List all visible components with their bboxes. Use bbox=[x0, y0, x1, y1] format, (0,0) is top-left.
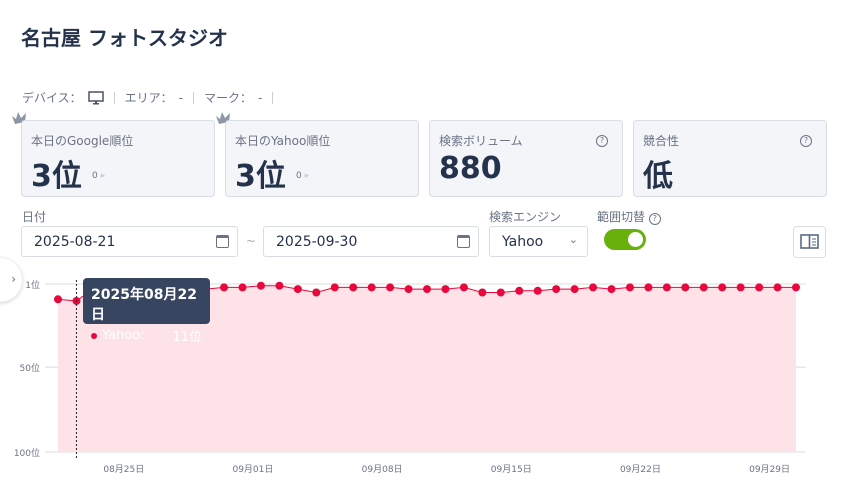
chevron-down-icon: ⌄ bbox=[568, 233, 578, 246]
data-point bbox=[349, 283, 358, 292]
calendar-icon bbox=[457, 235, 470, 248]
device-label: デバイス： bbox=[22, 91, 82, 105]
split-panel-icon bbox=[800, 234, 819, 249]
data-point bbox=[662, 283, 671, 292]
data-point bbox=[773, 283, 782, 292]
panel-toggle-button[interactable] bbox=[793, 226, 826, 258]
y-tick-label: 100位 bbox=[14, 447, 40, 459]
search-volume-card: 検索ボリューム 880 ? bbox=[429, 120, 623, 197]
y-tick-label: 1位 bbox=[25, 279, 40, 291]
data-point bbox=[515, 286, 524, 295]
data-point bbox=[496, 288, 505, 297]
help-icon[interactable]: ? bbox=[596, 135, 608, 147]
date-range-separator: ~ bbox=[246, 234, 257, 248]
card-value: 880 bbox=[439, 151, 502, 186]
data-point bbox=[386, 283, 395, 292]
data-point bbox=[792, 283, 800, 292]
mark-label: マーク： bbox=[204, 91, 253, 105]
data-point bbox=[681, 283, 690, 292]
divider bbox=[193, 91, 194, 104]
card-change: 0 ▸ bbox=[92, 171, 106, 181]
data-point bbox=[367, 283, 376, 292]
card-label: 本日のYahoo順位 bbox=[235, 134, 331, 148]
data-point bbox=[220, 283, 229, 292]
calendar-icon bbox=[216, 235, 229, 248]
card-label: 競合性 bbox=[643, 134, 680, 148]
data-point bbox=[736, 283, 745, 292]
data-point bbox=[423, 285, 431, 294]
data-point bbox=[718, 283, 727, 292]
area-value: - bbox=[178, 90, 183, 105]
chart-tooltip: 2025年08月22日 Yahoo: 11位 bbox=[83, 278, 210, 345]
x-tick-label: 09月08日 bbox=[362, 464, 403, 475]
data-point bbox=[625, 283, 634, 292]
date-label: 日付 bbox=[22, 210, 47, 224]
x-tick-label: 09月29日 bbox=[749, 464, 790, 475]
data-point bbox=[441, 285, 450, 294]
data-point bbox=[699, 283, 708, 292]
start-date-input[interactable]: 2025-08-21 bbox=[21, 226, 238, 257]
mark-value: - bbox=[258, 90, 263, 105]
data-point bbox=[607, 285, 616, 294]
card-label: 本日のGoogle順位 bbox=[31, 134, 134, 148]
series-marker bbox=[91, 332, 97, 339]
range-toggle[interactable] bbox=[604, 229, 646, 250]
help-icon[interactable]: ? bbox=[648, 213, 661, 225]
engine-label: 検索エンジン bbox=[489, 210, 562, 224]
google-rank-card: 本日のGoogle順位 3位 0 ▸ bbox=[21, 120, 215, 197]
card-value: 3位 bbox=[235, 159, 286, 194]
tooltip-value: 11位 bbox=[172, 330, 202, 345]
data-point bbox=[644, 283, 653, 292]
help-icon[interactable]: ? bbox=[800, 135, 812, 147]
data-point bbox=[755, 283, 764, 292]
tooltip-date: 2025年08月22日 bbox=[91, 287, 197, 323]
page-title: 名古屋 フォトスタジオ bbox=[21, 26, 228, 50]
tooltip-series: Yahoo: bbox=[102, 328, 145, 343]
x-tick-label: 09月22日 bbox=[620, 464, 661, 475]
card-value: 低 bbox=[643, 159, 673, 194]
data-point bbox=[552, 285, 561, 294]
divider bbox=[272, 91, 274, 104]
data-point bbox=[330, 283, 339, 292]
x-tick-label: 09月15日 bbox=[491, 464, 532, 475]
x-tick-label: 08月25日 bbox=[103, 464, 144, 475]
data-point bbox=[459, 283, 468, 292]
card-change: 0 ▸ bbox=[296, 171, 310, 181]
divider bbox=[113, 91, 115, 104]
data-point bbox=[275, 281, 284, 290]
data-point bbox=[256, 281, 265, 290]
data-point bbox=[533, 286, 542, 295]
data-point bbox=[570, 285, 579, 294]
end-date-input[interactable]: 2025-09-30 bbox=[263, 226, 479, 257]
range-label: 範囲切替 ? bbox=[597, 208, 661, 225]
area-fill bbox=[58, 285, 796, 452]
monitor-icon bbox=[87, 90, 104, 104]
data-point bbox=[404, 285, 413, 294]
engine-select[interactable]: Yahoo ⌄ bbox=[489, 226, 588, 257]
competition-card: 競合性 低 ? bbox=[633, 120, 827, 197]
data-point bbox=[589, 283, 598, 292]
chevron-right-icon: › bbox=[11, 272, 16, 286]
card-value: 3位 bbox=[31, 159, 82, 194]
data-point bbox=[54, 295, 62, 304]
data-point bbox=[478, 288, 487, 297]
data-point bbox=[293, 285, 302, 294]
y-tick-label: 50位 bbox=[20, 362, 40, 374]
x-tick-label: 09月01日 bbox=[232, 464, 273, 475]
card-label: 検索ボリューム bbox=[439, 134, 523, 148]
area-label: エリア： bbox=[124, 91, 173, 105]
yahoo-rank-card: 本日のYahoo順位 3位 0 ▸ bbox=[225, 120, 419, 197]
sidebar-collapse-button[interactable]: › bbox=[0, 258, 22, 302]
data-point bbox=[312, 288, 321, 297]
meta-bar: デバイス： エリア： - マーク： - bbox=[22, 89, 277, 106]
data-point bbox=[238, 283, 247, 292]
